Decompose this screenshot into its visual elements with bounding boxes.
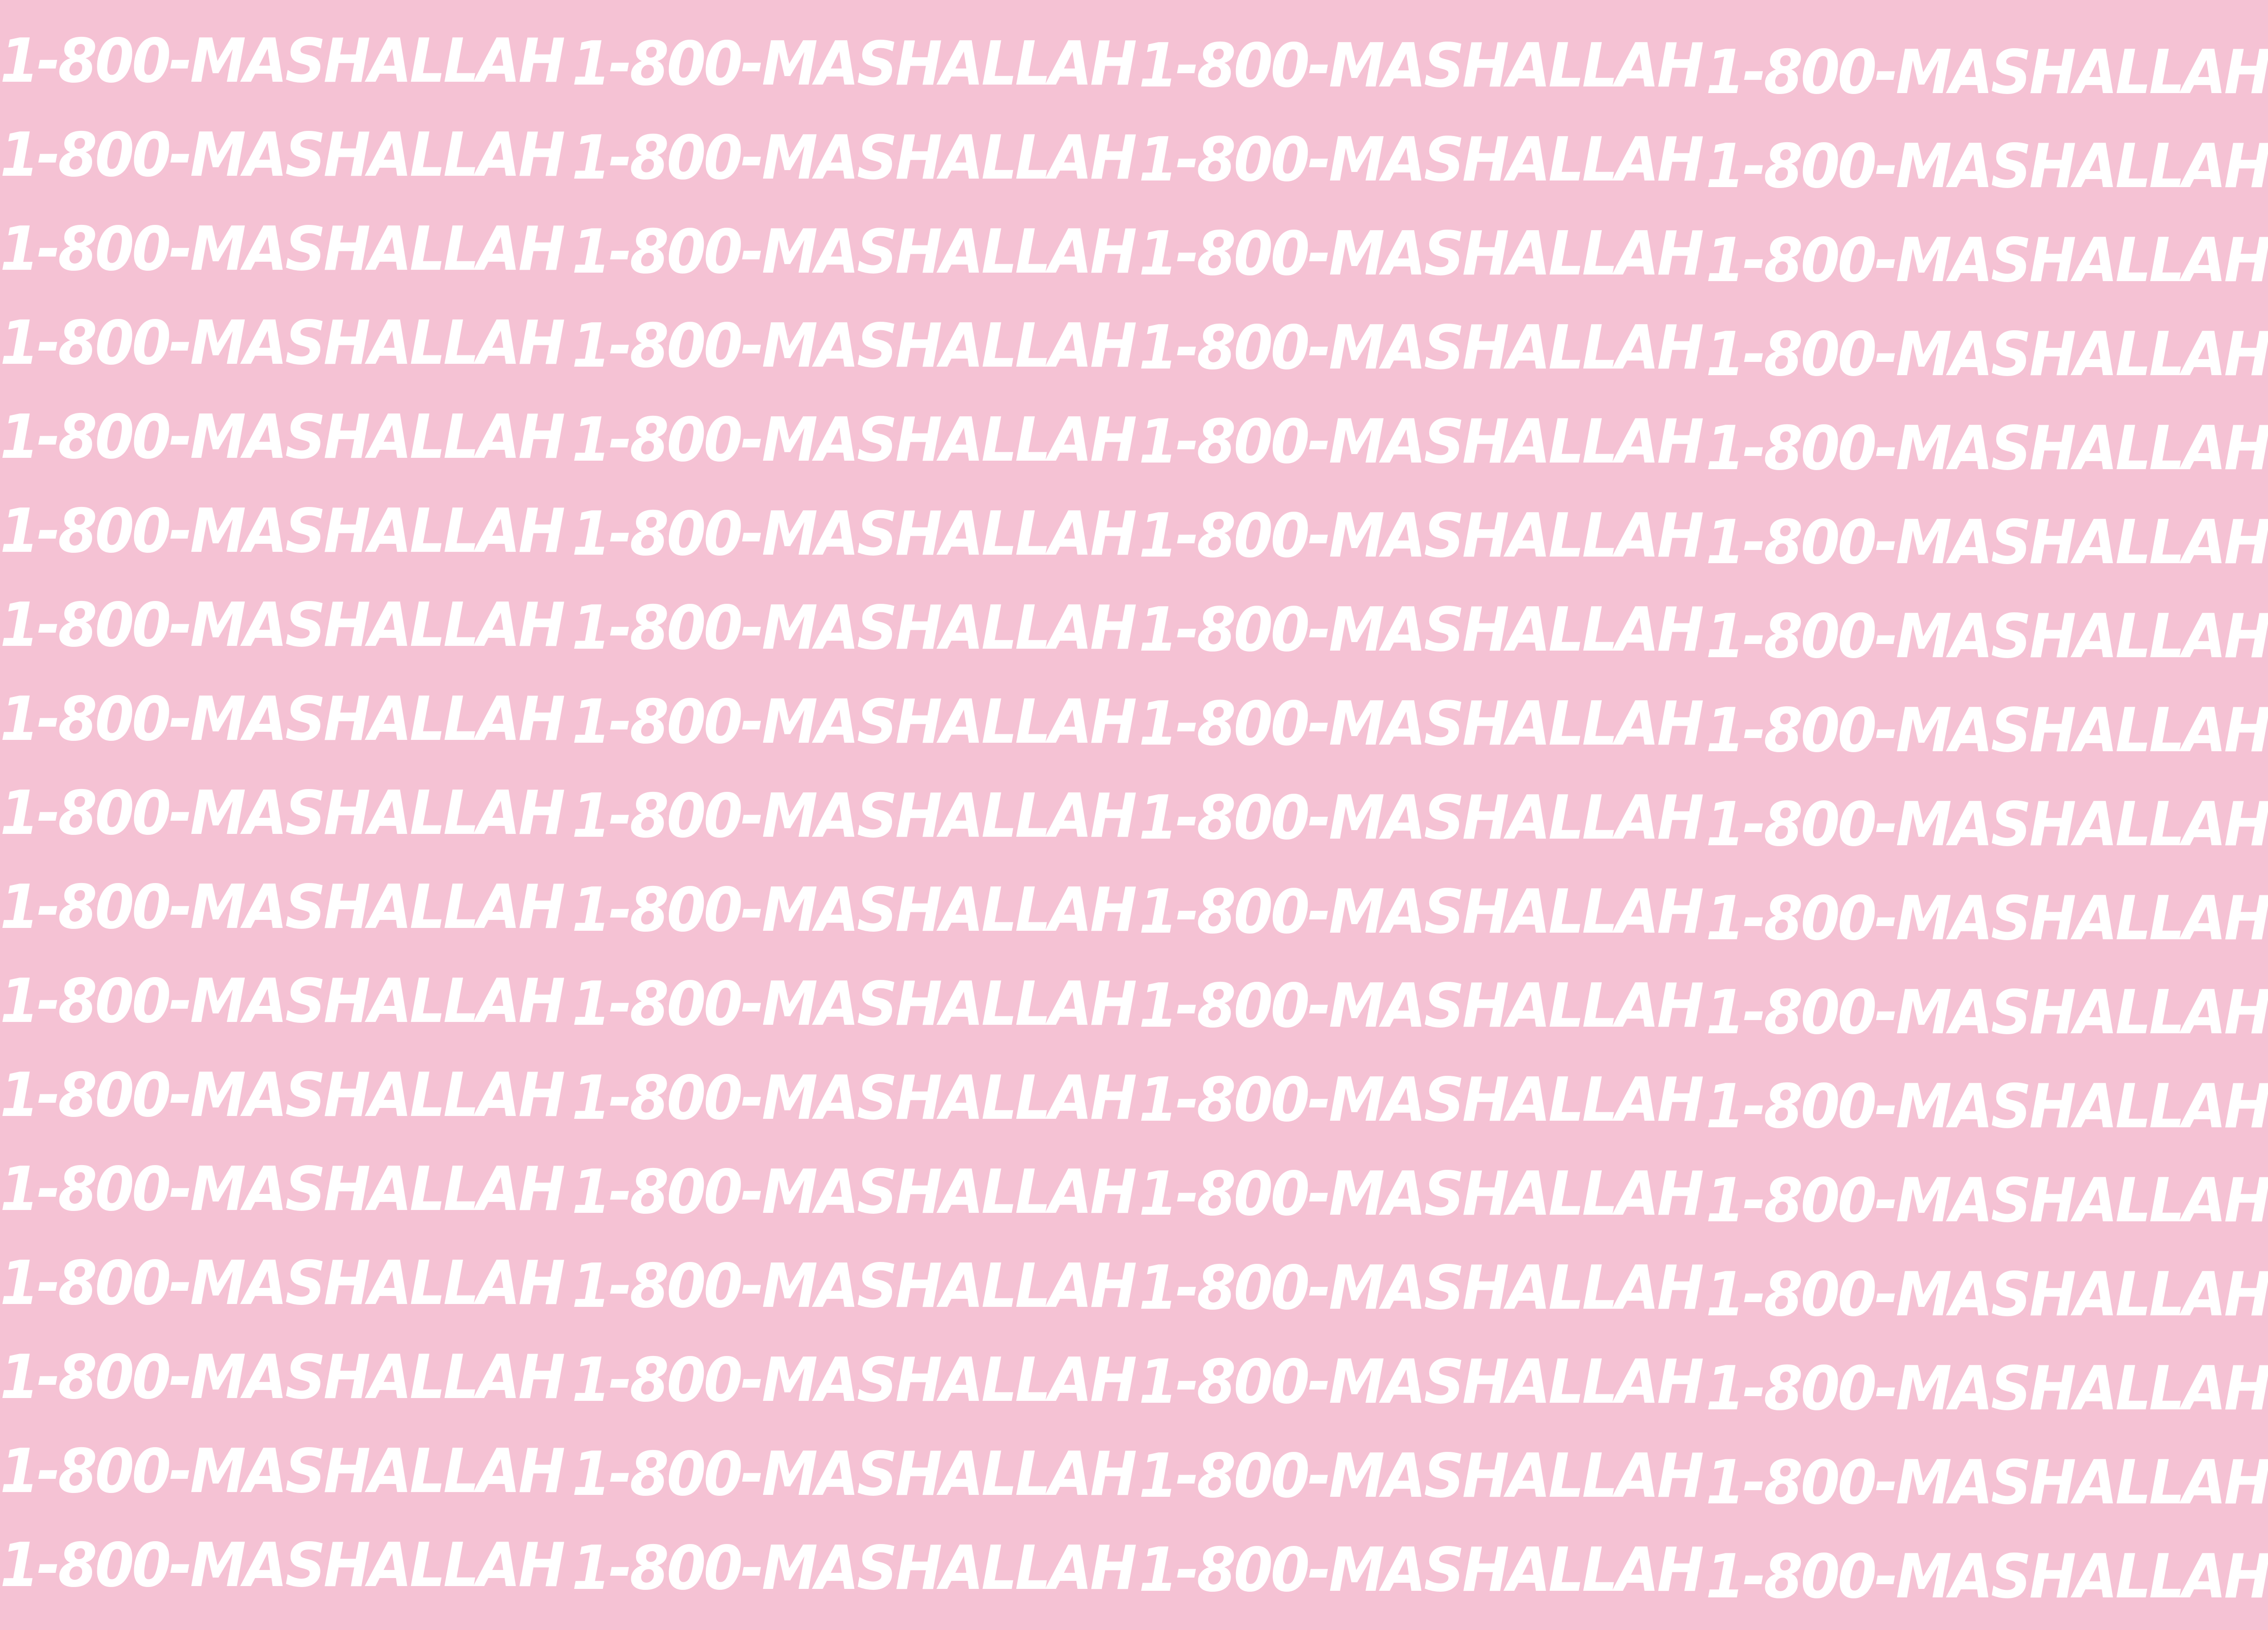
pattern-row: 1-800-MASHALLAH 1-800-MASHALLAH 1-800-MASH…: [0, 966, 2268, 1061]
phrase-text: 1-800-MASHALLAH: [572, 29, 1137, 99]
phrase-text: 1-800-MASHALLAH: [1139, 595, 1704, 665]
phrase-text: 1-800-MASHALLAH: [0, 120, 566, 190]
pattern-row: 1-800-MASHALLAH 1-800-MASHALLAH 1-800-MASH…: [0, 872, 2268, 967]
phrase-text: 1-800-MASHALLAH: [1139, 971, 1704, 1041]
pattern-row: 1-800-MASHALLAH 1-800-MASHALLAH 1-800-MASH…: [0, 402, 2268, 497]
phrase-text: 1-800-MASHALLAH: [1706, 37, 2268, 108]
pattern-row: 1-800-MASHALLAH 1-800-MASHALLAH 1-800-MASH…: [0, 1342, 2268, 1437]
pattern-row: 1-800-MASHALLAH 1-800-MASHALLAH 1-800-MASH…: [0, 684, 2268, 779]
phrase-text: 1-800-MASHALLAH: [1139, 313, 1704, 383]
phrase-text: 1-800-MASHALLAH: [572, 1063, 1137, 1133]
phrase-text: 1-800-MASHALLAH: [1706, 413, 2268, 484]
phrase-text: 1-800-MASHALLAH: [572, 1439, 1137, 1510]
pattern-row: 1-800-MASHALLAH 1-800-MASHALLAH 1-800-MASH…: [0, 1060, 2268, 1155]
phrase-text: 1-800-MASHALLAH: [1139, 689, 1704, 759]
phrase-text: 1-800-MASHALLAH: [1139, 1441, 1704, 1511]
pattern-row: 1-800-MASHALLAH 1-800-MASHALLAH 1-800-MASH…: [0, 778, 2268, 873]
pattern-row: 1-800-MASHALLAH 1-800-MASHALLAH 1-800-MASH…: [0, 1154, 2268, 1249]
phrase-text: 1-800-MASHALLAH: [1139, 783, 1704, 853]
phrase-text: 1-800-MASHALLAH: [572, 499, 1137, 569]
phrase-text: 1-800-MASHALLAH: [572, 123, 1137, 193]
phrase-text: 1-800-MASHALLAH: [572, 781, 1137, 851]
phrase-text: 1-800-MASHALLAH: [1706, 695, 2268, 766]
phrase-text: 1-800-MASHALLAH: [0, 308, 566, 378]
phrase-text: 1-800-MASHALLAH: [1706, 884, 2268, 954]
phrase-text: 1-800-MASHALLAH: [1706, 131, 2268, 202]
phrase-text: 1-800-MASHALLAH: [572, 1157, 1137, 1227]
pattern-row: 1-800-MASHALLAH 1-800-MASHALLAH 1-800-MASH…: [0, 590, 2268, 685]
phrase-text: 1-800-MASHALLAH: [572, 311, 1137, 381]
phrase-text: 1-800-MASHALLAH: [1706, 1166, 2268, 1236]
phrase-text: 1-800-MASHALLAH: [0, 402, 566, 472]
phrase-text: 1-800-MASHALLAH: [0, 590, 566, 661]
pattern-row: 1-800-MASHALLAH 1-800-MASHALLAH 1-800-MASH…: [0, 26, 2268, 120]
phrase-text: 1-800-MASHALLAH: [1706, 507, 2268, 578]
phrase-text: 1-800-MASHALLAH: [1139, 31, 1704, 101]
phrase-text: 1-800-MASHALLAH: [572, 217, 1137, 287]
phrase-text: 1-800-MASHALLAH: [0, 1060, 566, 1131]
phrase-text: 1-800-MASHALLAH: [1706, 1448, 2268, 1518]
phrase-text: 1-800-MASHALLAH: [1139, 1347, 1704, 1417]
phrase-text: 1-800-MASHALLAH: [1706, 601, 2268, 672]
phrase-text: 1-800-MASHALLAH: [1706, 319, 2268, 390]
phrase-text: 1-800-MASHALLAH: [572, 969, 1137, 1039]
pattern-row: 1-800-MASHALLAH 1-800-MASHALLAH 1-800-MASH…: [0, 214, 2268, 309]
phrase-text: 1-800-MASHALLAH: [1139, 501, 1704, 571]
pattern-row: 1-800-MASHALLAH 1-800-MASHALLAH 1-800-MASH…: [0, 1248, 2268, 1343]
phrase-text: 1-800-MASHALLAH: [0, 1436, 566, 1507]
pattern-row: 1-800-MASHALLAH 1-800-MASHALLAH 1-800-MASH…: [0, 120, 2268, 214]
phrase-text: 1-800-MASHALLAH: [572, 405, 1137, 475]
pattern-row: 1-800-MASHALLAH 1-800-MASHALLAH 1-800-MASH…: [0, 496, 2268, 591]
phrase-text: 1-800-MASHALLAH: [1706, 789, 2268, 860]
phrase-text: 1-800-MASHALLAH: [1139, 219, 1704, 289]
phrase-text: 1-800-MASHALLAH: [0, 778, 566, 849]
phrase-text: 1-800-MASHALLAH: [1139, 877, 1704, 947]
phrase-text: 1-800-MASHALLAH: [1706, 1354, 2268, 1424]
phrase-text: 1-800-MASHALLAH: [572, 1251, 1137, 1321]
phrase-text: 1-800-MASHALLAH: [1706, 225, 2268, 296]
phrase-text: 1-800-MASHALLAH: [572, 593, 1137, 663]
phrase-text: 1-800-MASHALLAH: [1706, 1542, 2268, 1612]
pattern-row: 1-800-MASHALLAH 1-800-MASHALLAH 1-800-MASH…: [0, 1530, 2268, 1625]
pattern-row: 1-800-MASHALLAH 1-800-MASHALLAH 1-800-MASH…: [0, 308, 2268, 403]
phrase-text: 1-800-MASHALLAH: [0, 1248, 566, 1319]
phrase-text: 1-800-MASHALLAH: [1706, 1260, 2268, 1330]
phrase-text: 1-800-MASHALLAH: [1139, 407, 1704, 477]
phrase-text: 1-800-MASHALLAH: [1139, 1159, 1704, 1229]
phrase-text: 1-800-MASHALLAH: [0, 966, 566, 1037]
phrase-text: 1-800-MASHALLAH: [1139, 125, 1704, 195]
pattern-row: 1-800-MASHALLAH 1-800-MASHALLAH 1-800-MASH…: [0, 1436, 2268, 1531]
phrase-text: 1-800-MASHALLAH: [0, 684, 566, 755]
phrase-text: 1-800-MASHALLAH: [1139, 1535, 1704, 1605]
phrase-text: 1-800-MASHALLAH: [0, 1342, 566, 1413]
phrase-text: 1-800-MASHALLAH: [0, 26, 566, 96]
phrase-text: 1-800-MASHALLAH: [0, 496, 566, 566]
phrase-text: 1-800-MASHALLAH: [0, 1154, 566, 1225]
phrase-text: 1-800-MASHALLAH: [0, 872, 566, 943]
phrase-text: 1-800-MASHALLAH: [572, 1533, 1137, 1604]
phrase-text: 1-800-MASHALLAH: [0, 214, 566, 284]
phrase-text: 1-800-MASHALLAH: [572, 687, 1137, 757]
phrase-text: 1-800-MASHALLAH: [1706, 978, 2268, 1048]
phrase-text: 1-800-MASHALLAH: [1706, 1072, 2268, 1142]
phrase-text: 1-800-MASHALLAH: [1139, 1253, 1704, 1323]
phrase-text: 1-800-MASHALLAH: [572, 875, 1137, 945]
phrase-text: 1-800-MASHALLAH: [572, 1345, 1137, 1416]
phrase-text: 1-800-MASHALLAH: [0, 1530, 566, 1601]
phrase-text: 1-800-MASHALLAH: [1139, 1065, 1704, 1135]
